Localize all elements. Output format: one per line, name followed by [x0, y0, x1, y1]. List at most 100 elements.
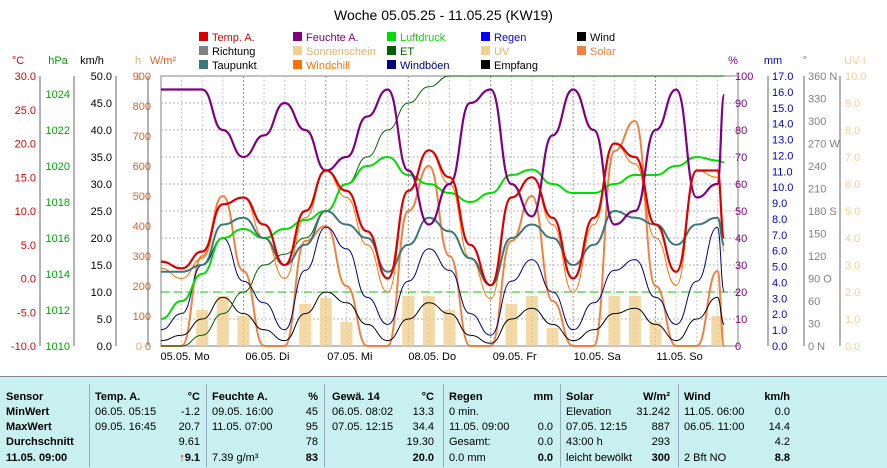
tick-wind: 5.0: [97, 314, 112, 326]
sunshine-bar: [237, 316, 249, 346]
axis-unit-solar: W/m²: [150, 55, 177, 67]
cell-value: 19.30: [406, 436, 434, 448]
tick-wind: 10.0: [91, 287, 112, 299]
tick-uv: 1.0: [845, 314, 860, 326]
tick-pressure: 1020: [46, 161, 70, 173]
cell-value: 20.7: [179, 421, 200, 433]
tick-uv: 0.0: [845, 341, 860, 353]
tick-x: 11.05. So: [656, 351, 702, 363]
tick-humidity: 40: [735, 233, 747, 245]
col-unit: km/h: [764, 391, 790, 403]
tick-direction: 300: [808, 116, 826, 128]
tick-wind: 35.0: [91, 152, 112, 164]
axis-unit-uv: UV-I: [844, 55, 865, 67]
tick-humidity: 0: [735, 341, 741, 353]
col-unit: °C: [422, 391, 434, 403]
row-label-current: 11.05. 09:00: [6, 452, 67, 464]
col-title: Gewä. 14: [332, 391, 380, 403]
legend-swatch: [481, 60, 490, 69]
tick-temp: 15.0: [15, 172, 36, 184]
tick-uv: 4.0: [845, 233, 860, 245]
tick-rain: 2.0: [772, 309, 787, 321]
tick-direction: 210: [808, 184, 826, 196]
tick-rain: 0.0: [772, 341, 787, 353]
legend-label: Sonnenschein: [306, 46, 376, 58]
tick-uv: 6.0: [845, 179, 860, 191]
tick-uv: 10.0: [845, 71, 866, 83]
legend-label: Solar: [590, 46, 616, 58]
sunshine-bar: [629, 296, 641, 346]
tick-sunshine: 0: [136, 341, 142, 353]
tick-rain: 11.0: [772, 166, 793, 178]
cell-value: 83: [306, 452, 318, 464]
sunshine-bar: [340, 322, 352, 346]
tick-sunshine: 1: [136, 71, 142, 83]
row-label-min: MinWert: [6, 406, 49, 418]
axis-unit-temp: °C: [12, 55, 24, 67]
sunshine-bar: [608, 296, 620, 346]
row-label-max: MaxWert: [6, 421, 52, 433]
cell-label: 43:00 h: [566, 436, 603, 448]
legend-swatch: [293, 60, 302, 69]
tick-rain: 9.0: [772, 198, 787, 210]
col-unit: mm: [533, 391, 553, 403]
tick-rain: 13.0: [772, 135, 793, 147]
legend-label: Windchill: [306, 60, 350, 72]
axis-unit-pressure: hPa: [48, 55, 68, 67]
cell-label: 11.05. 06:00: [684, 406, 744, 418]
tick-direction: 90 O: [808, 274, 832, 286]
tick-pressure: 1012: [46, 305, 70, 317]
tick-rain: 12.0: [772, 150, 793, 162]
tick-pressure: 1016: [46, 233, 70, 245]
legend-label: Regen: [494, 32, 526, 44]
tick-temp: 20.0: [15, 139, 36, 151]
legend-swatch: [293, 32, 302, 41]
tick-wind: 40.0: [91, 125, 112, 137]
cell-label: 06.05. 08:02: [332, 406, 393, 418]
tick-temp: 30.0: [15, 71, 36, 83]
legend-swatch: [481, 46, 490, 55]
cell-value: 9.61: [179, 436, 200, 448]
weather-chart: Woche 05.05.25 - 11.05.25 (KW19)Temp. A.…: [0, 0, 887, 376]
tick-direction: 30: [808, 319, 820, 331]
cell-label: 06.05. 11:00: [684, 421, 744, 433]
tick-x: 05.05. Mo: [161, 351, 210, 363]
tick-uv: 9.0: [845, 98, 860, 110]
tick-direction: 240: [808, 161, 826, 173]
legend-label: Luftdruck: [400, 32, 446, 44]
row-label-sensor: Sensor: [6, 391, 43, 403]
sunshine-bar: [320, 298, 332, 346]
cell-value: 293: [652, 436, 670, 448]
cell-value: 0.0: [538, 436, 553, 448]
col-title: Solar: [566, 391, 594, 403]
sunshine-bar: [217, 296, 229, 346]
tick-wind: 45.0: [91, 98, 112, 110]
tick-rain: 6.0: [772, 246, 787, 258]
tick-x: 08.05. Do: [408, 351, 456, 363]
axis-unit-sunshine: h: [135, 55, 141, 67]
cell-label: Elevation: [566, 406, 611, 418]
tick-x: 06.05. Di: [245, 351, 289, 363]
cell-label: 7.39 g/m³: [212, 452, 258, 464]
col-title: Regen: [449, 391, 483, 403]
legend-label: Empfang: [494, 60, 538, 72]
tick-x: 09.05. Fr: [493, 351, 537, 363]
tick-direction: 180 S: [808, 206, 837, 218]
tick-x: 07.05. Mi: [327, 351, 372, 363]
cell-label: 11.05. 07:00: [212, 421, 272, 433]
tick-temp: -5.0: [17, 307, 36, 319]
cell-value: 45: [306, 406, 318, 418]
tick-wind: 0.0: [97, 341, 112, 353]
legend-swatch: [387, 32, 396, 41]
cell-label: 0.0 mm: [449, 452, 486, 464]
sunshine-bar: [196, 310, 208, 346]
tick-humidity: 70: [735, 152, 747, 164]
axis-unit-humidity: %: [728, 55, 738, 67]
legend-swatch: [387, 46, 396, 55]
cell-value: ↑9.1: [179, 452, 200, 464]
legend-label: Taupunkt: [212, 60, 257, 72]
cell-label: 11.05. 09:00: [449, 421, 509, 433]
tick-humidity: 30: [735, 260, 747, 272]
cell-value: 31.242: [636, 406, 670, 418]
legend-label: Feuchte A.: [306, 32, 359, 44]
